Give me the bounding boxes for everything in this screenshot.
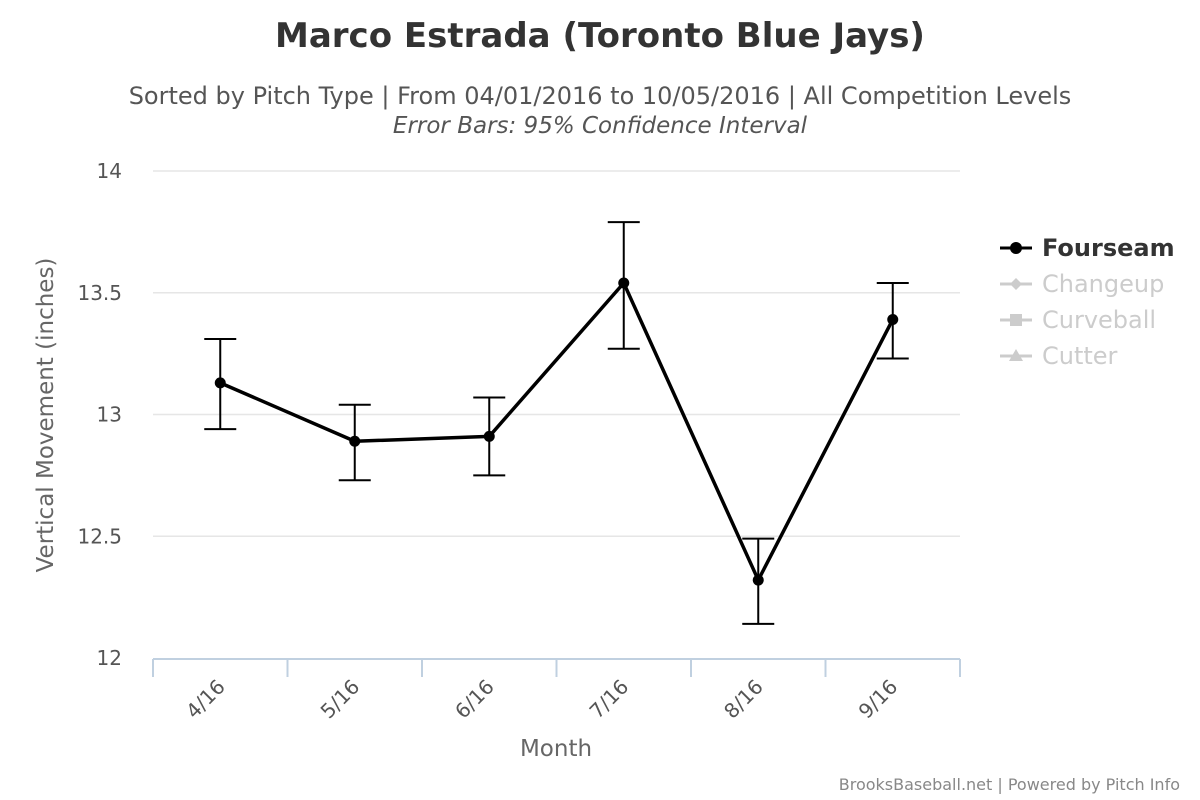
y-tick-label: 13.5 bbox=[77, 281, 122, 305]
legend-label: Curveball bbox=[1042, 306, 1156, 334]
series-fourseam bbox=[204, 221, 909, 625]
data-point[interactable] bbox=[214, 377, 226, 389]
data-point[interactable] bbox=[349, 435, 361, 447]
x-axis-title: Month bbox=[520, 736, 592, 762]
data-point[interactable] bbox=[483, 430, 495, 442]
legend-item-curveball[interactable]: Curveball bbox=[1000, 306, 1156, 334]
y-axis-title: Vertical Movement (inches) bbox=[33, 258, 59, 573]
chart-subtitle: Sorted by Pitch Type | From 04/01/2016 t… bbox=[129, 82, 1072, 110]
y-axis-ticks: 12 12.5 13 13.5 14 bbox=[77, 159, 122, 670]
data-point[interactable] bbox=[618, 277, 630, 289]
x-tick-label: 6/16 bbox=[450, 675, 499, 724]
x-tick-label: 9/16 bbox=[854, 675, 903, 724]
y-tick-label: 12.5 bbox=[77, 524, 122, 548]
legend-marker-diamond-icon bbox=[1010, 278, 1022, 290]
legend-item-changeup[interactable]: Changeup bbox=[1000, 270, 1164, 298]
credits[interactable]: BrooksBaseball.net | Powered by Pitch In… bbox=[839, 775, 1180, 794]
y-tick-label: 13 bbox=[97, 403, 122, 427]
x-axis-ticks: 4/16 5/16 6/16 7/16 8/16 9/16 bbox=[181, 675, 902, 724]
y-tick-label: 14 bbox=[97, 159, 122, 183]
chart-title: Marco Estrada (Toronto Blue Jays) bbox=[275, 16, 925, 56]
legend-item-cutter[interactable]: Cutter bbox=[1000, 342, 1118, 370]
data-point[interactable] bbox=[752, 574, 764, 586]
series-line-fourseam bbox=[219, 281, 895, 582]
chart-subtitle-error-bars: Error Bars: 95% Confidence Interval bbox=[393, 113, 808, 139]
x-tick-label: 5/16 bbox=[316, 675, 365, 724]
legend-label: Changeup bbox=[1042, 270, 1164, 298]
y-tick-label: 12 bbox=[97, 646, 122, 670]
legend-label: Fourseam bbox=[1042, 234, 1175, 262]
x-tick-label: 7/16 bbox=[585, 675, 634, 724]
legend-marker-circle-icon bbox=[1010, 242, 1022, 254]
legend: Fourseam Changeup Curveball Cutter bbox=[1000, 234, 1175, 370]
legend-item-fourseam[interactable]: Fourseam bbox=[1000, 234, 1175, 262]
legend-marker-square-icon bbox=[1010, 314, 1022, 326]
x-tick-label: 4/16 bbox=[181, 675, 230, 724]
x-tick-label: 8/16 bbox=[719, 675, 768, 724]
legend-label: Cutter bbox=[1042, 342, 1118, 370]
x-axis bbox=[152, 658, 961, 677]
data-point[interactable] bbox=[887, 314, 899, 326]
grid-lines bbox=[153, 170, 960, 537]
legend-marker-triangle-icon bbox=[1009, 349, 1023, 361]
